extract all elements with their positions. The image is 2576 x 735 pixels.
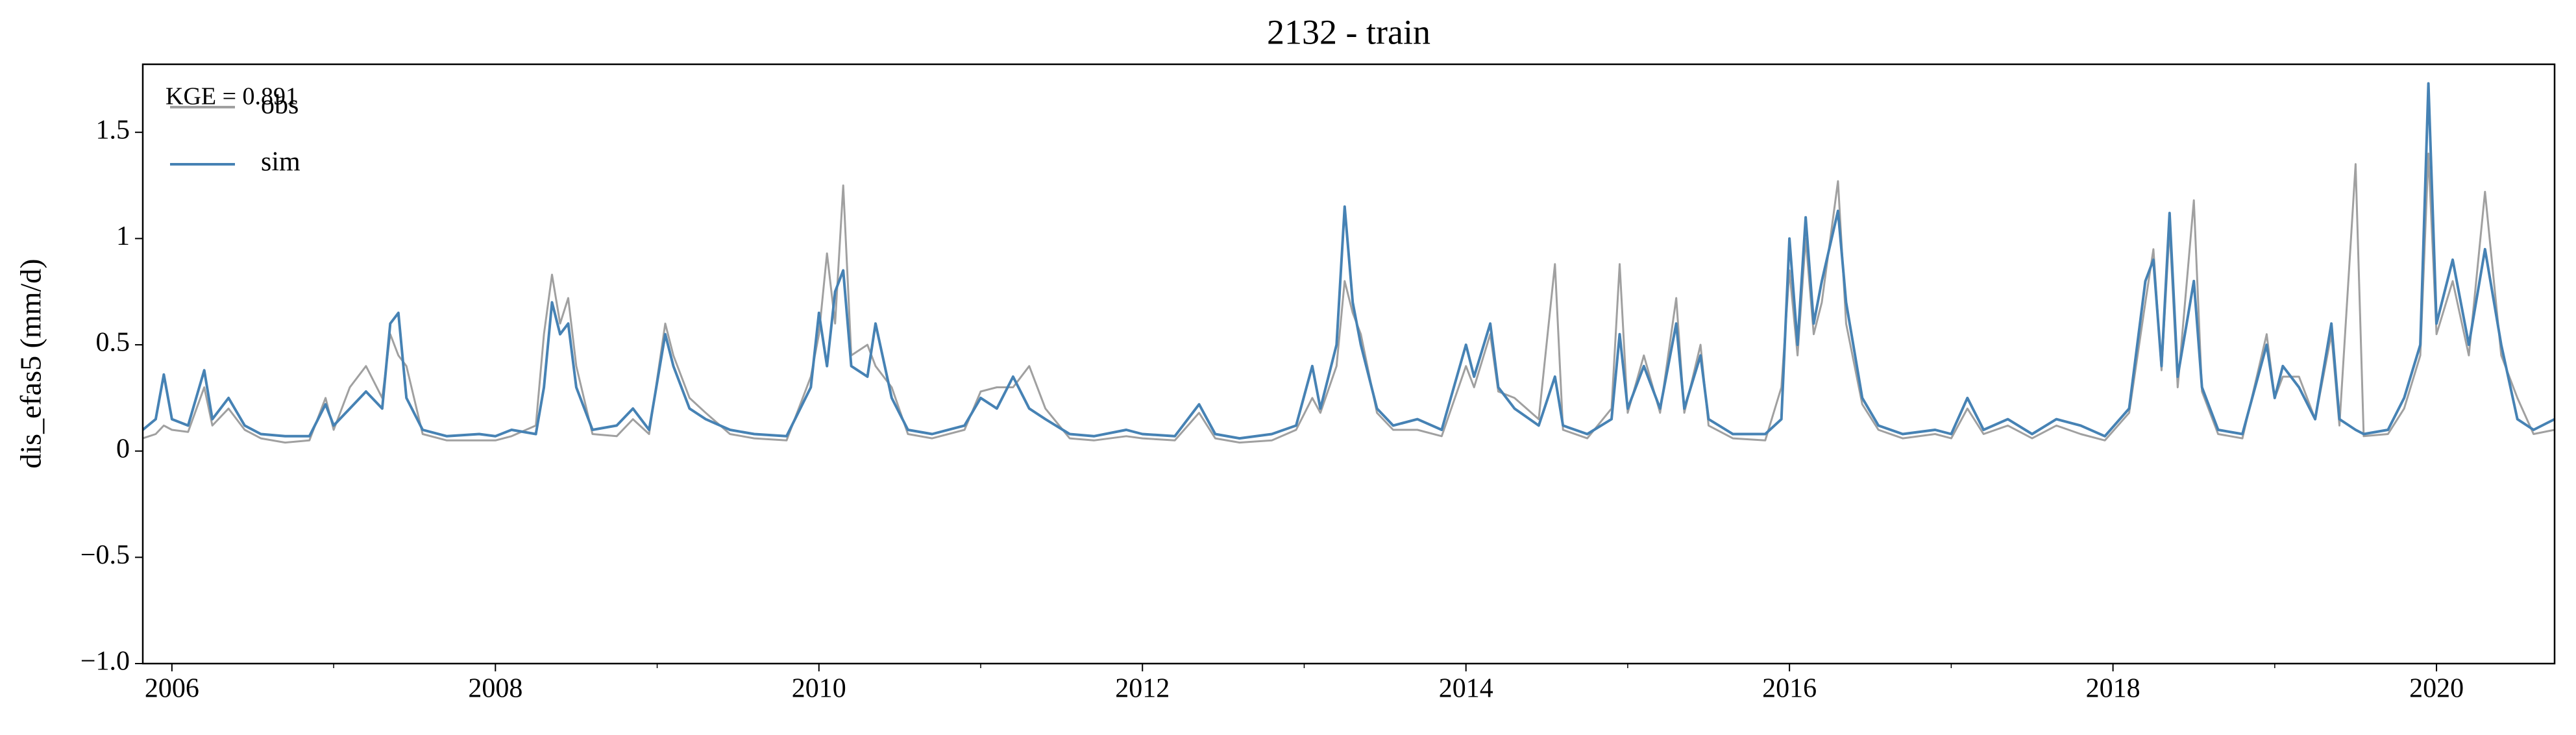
y-axis-label: dis_efas5 (mm/d) <box>14 258 47 468</box>
x-tick-label: 2020 <box>2409 674 2464 704</box>
y-tick-label: 1 <box>116 221 130 251</box>
annotation: KGE = 0.891 <box>166 83 298 110</box>
legend-label: obs <box>261 90 299 120</box>
x-tick-label: 2010 <box>792 674 846 704</box>
x-tick-label: 2008 <box>468 674 522 704</box>
legend-label: sim <box>261 147 301 177</box>
y-tick-label: 0 <box>116 434 130 464</box>
x-tick-label: 2012 <box>1115 674 1170 704</box>
chart-title: 2132 - train <box>1267 12 1430 51</box>
x-tick-label: 2016 <box>1762 674 1817 704</box>
y-tick-label: 1.5 <box>96 115 130 145</box>
series-line <box>141 82 2555 440</box>
y-tick-label: −1.0 <box>80 647 130 677</box>
x-tick-label: 2018 <box>2086 674 2141 704</box>
y-tick-label: 0.5 <box>96 328 130 358</box>
plot-frame <box>141 63 2556 665</box>
y-tick-label: −0.5 <box>80 540 130 570</box>
x-tick-label: 2006 <box>145 674 199 704</box>
x-tick-label: 2014 <box>1439 674 1493 704</box>
